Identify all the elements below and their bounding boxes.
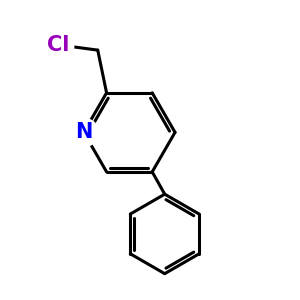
Text: Cl: Cl [47, 35, 69, 55]
Text: N: N [75, 122, 92, 142]
